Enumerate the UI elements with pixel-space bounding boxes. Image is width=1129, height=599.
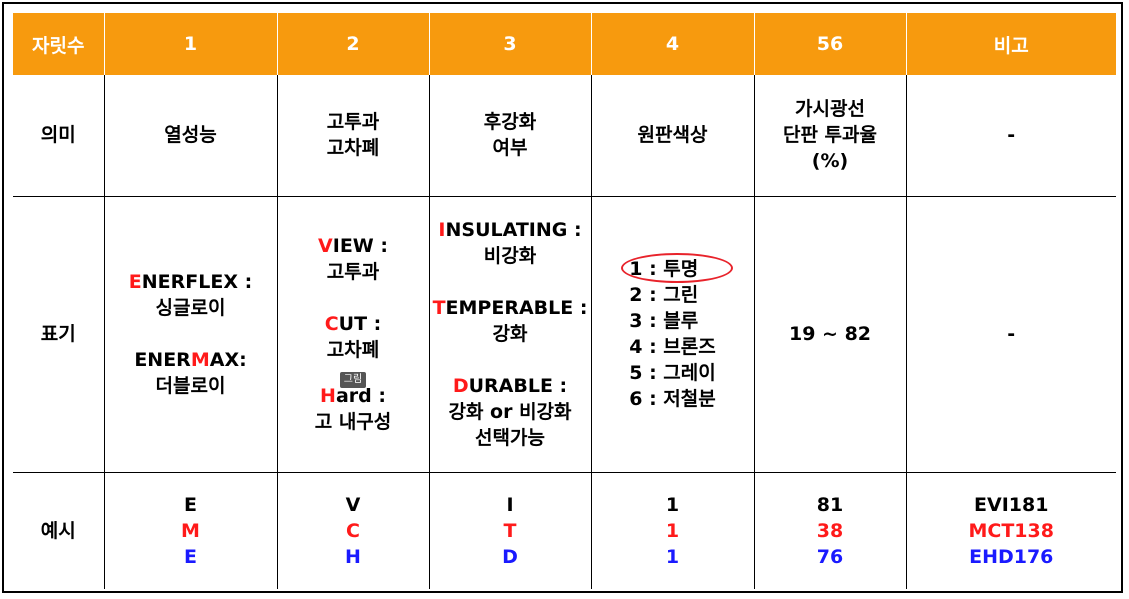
header-cell-1: 1 [104, 13, 278, 75]
glass-code-table: 자릿수 1 2 3 4 56 비고 의미 열성능 고투과 고차폐 후강화 여부 … [13, 13, 1116, 589]
example-value: EHD176 [969, 545, 1054, 568]
code-word-rest: URABLE : [468, 375, 568, 397]
highlight-letter: C [324, 313, 339, 335]
code-desc: 싱글로이 [155, 297, 226, 319]
code-word-rest: EMPERABLE : [445, 297, 588, 319]
example-value: 76 [816, 545, 844, 568]
code-desc: 강화 or 비강화 [448, 401, 572, 423]
notation-row: 표기 ENERFLEX : 싱글로이 ENERMAX: 더블로이 VIEW : … [13, 196, 1116, 473]
color-code-item: 6 : 저철분 [629, 388, 716, 410]
code-word-rest: ard : [335, 385, 386, 407]
header-cell-2: 2 [277, 13, 430, 75]
row-label-notation: 표기 [13, 196, 104, 473]
highlight-letter: V [318, 235, 333, 257]
example-value: EVI181 [974, 493, 1049, 516]
meaning-cell-6: - [905, 75, 1116, 197]
highlight-letter: I [438, 219, 446, 241]
highlight-letter: T [432, 297, 446, 319]
example-value: M [181, 519, 200, 542]
color-code-item: 4 : 브론즈 [629, 336, 716, 358]
example-cell-3: I T D [428, 472, 591, 589]
example-value: D [502, 545, 518, 568]
example-value: 1 [665, 519, 680, 542]
example-cell-2: V C H [276, 472, 429, 589]
notation-cell-6: - [905, 196, 1116, 473]
notation-cell-3: INSULATING : 비강화 TEMPERABLE : 강화 DURABLE… [428, 196, 591, 473]
color-code-item: 3 : 블루 [629, 310, 699, 332]
header-cell-digit: 자릿수 [13, 13, 105, 75]
meaning-2-line1: 고투과 [326, 111, 380, 134]
meaning-2-line2: 고차폐 [326, 137, 380, 160]
notation-cell-2: VIEW : 고투과 CUT : 고차폐 그림 Hard : 고 내구성 [276, 196, 429, 473]
example-row: 예시 E M E V C H I T D 1 1 1 81 [13, 472, 1116, 589]
meaning-cell-1: 열성능 [103, 75, 277, 197]
code-word-rest: UT : [338, 313, 382, 335]
example-cell-5: 81 38 76 [753, 472, 906, 589]
code-word-rest: NERFLEX : [141, 271, 253, 293]
example-value: V [345, 493, 361, 516]
notation-cell-1: ENERFLEX : 싱글로이 ENERMAX: 더블로이 [103, 196, 277, 473]
code-desc: 고 내구성 [314, 411, 392, 433]
highlight-letter: M [190, 349, 210, 371]
meaning-3-line2: 여부 [492, 137, 528, 160]
notation-cell-5: 19 ~ 82 [753, 196, 906, 473]
header-row: 자릿수 1 2 3 4 56 비고 [13, 13, 1116, 75]
example-value: E [184, 493, 197, 516]
highlight-letter: H [320, 385, 336, 407]
color-code-list: 1 : 투명 2 : 그린 3 : 블루 4 : 브론즈 5 : 그레이 6 :… [621, 253, 734, 412]
meaning-3-line1: 후강화 [483, 111, 537, 134]
header-cell-56: 56 [754, 13, 907, 75]
meaning-5-line3: (%) [811, 150, 849, 173]
code-word-rest: IEW : [332, 235, 388, 257]
code-desc: 고차폐 [326, 339, 380, 361]
table-frame [2, 2, 1123, 593]
notation-cell-4: 1 : 투명 2 : 그린 3 : 블루 4 : 브론즈 5 : 그레이 6 :… [590, 196, 754, 473]
row-label-meaning: 의미 [13, 75, 104, 197]
color-code-item: 5 : 그레이 [629, 362, 716, 384]
example-value: E [184, 545, 197, 568]
highlight-letter: D [452, 375, 469, 397]
code-desc: 더블로이 [155, 375, 226, 397]
example-cell-4: 1 1 1 [590, 472, 754, 589]
code-desc: 선택가능 [475, 427, 545, 449]
example-value: 1 [665, 493, 680, 516]
example-cell-1: E M E [103, 472, 277, 589]
meaning-cell-2: 고투과 고차폐 [276, 75, 429, 197]
row-label-example: 예시 [40, 519, 76, 542]
example-value: H [345, 545, 361, 568]
example-value: 38 [816, 519, 844, 542]
meaning-cell-5: 가시광선 단판 투과율 (%) [753, 75, 906, 197]
highlight-circle [621, 253, 734, 283]
code-word-prefix: ENER [134, 349, 191, 371]
highlight-letter: E [128, 271, 142, 293]
header-cell-3: 3 [429, 13, 592, 75]
meaning-5-line1: 가시광선 [795, 98, 865, 121]
code-desc: 고투과 [326, 261, 380, 283]
code-word-rest: AX: [209, 349, 247, 371]
example-value: I [506, 493, 514, 516]
code-word-rest: NSULATING : [445, 219, 582, 241]
meaning-cell-3: 후강화 여부 [428, 75, 591, 197]
meaning-cell-4: 원판색상 [590, 75, 754, 197]
header-cell-4: 4 [591, 13, 755, 75]
example-value: 81 [816, 493, 844, 516]
example-value: T [503, 519, 517, 542]
example-cell-6: EVI181 MCT138 EHD176 [905, 472, 1116, 589]
image-tooltip: 그림 [339, 372, 367, 388]
header-cell-note: 비고 [906, 13, 1116, 75]
example-value: 1 [665, 545, 680, 568]
color-code-item: 2 : 그린 [629, 284, 699, 306]
meaning-5-line2: 단판 투과율 [782, 124, 877, 147]
example-value: MCT138 [968, 519, 1054, 542]
meaning-row: 의미 열성능 고투과 고차폐 후강화 여부 원판색상 가시광선 단판 투과율 (… [13, 75, 1116, 197]
code-desc: 강화 [492, 323, 528, 345]
code-desc: 비강화 [483, 245, 537, 267]
example-value: C [346, 519, 360, 542]
